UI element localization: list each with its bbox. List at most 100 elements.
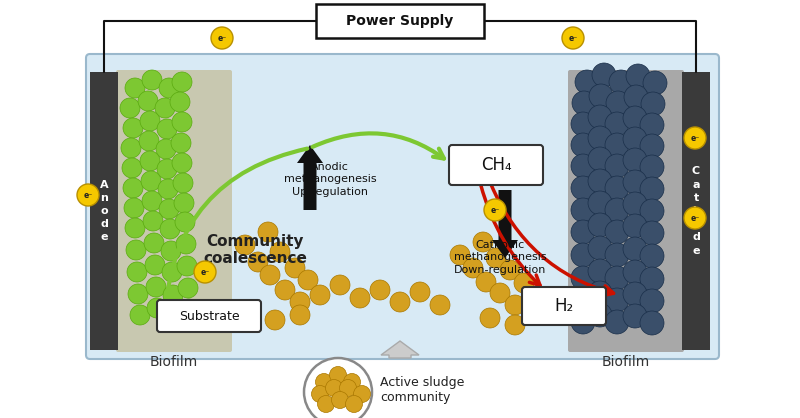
Circle shape [609, 70, 633, 94]
Circle shape [326, 380, 342, 397]
Circle shape [171, 133, 191, 153]
Circle shape [450, 245, 470, 265]
Circle shape [588, 303, 612, 327]
Circle shape [589, 84, 613, 108]
Circle shape [623, 237, 647, 261]
Circle shape [588, 281, 612, 305]
Circle shape [505, 315, 525, 335]
Circle shape [640, 221, 664, 245]
Circle shape [158, 179, 178, 199]
Circle shape [121, 138, 141, 158]
FancyBboxPatch shape [316, 4, 484, 38]
Bar [90, 72, 118, 350]
Circle shape [315, 374, 333, 390]
Circle shape [571, 288, 595, 312]
Text: Biofilm: Biofilm [150, 355, 198, 369]
Circle shape [354, 385, 370, 403]
Circle shape [172, 72, 192, 92]
FancyBboxPatch shape [568, 70, 684, 352]
Circle shape [623, 127, 647, 151]
Circle shape [179, 299, 199, 319]
Circle shape [643, 71, 667, 95]
Circle shape [172, 112, 192, 132]
Circle shape [473, 232, 493, 252]
Circle shape [172, 153, 192, 173]
Circle shape [684, 127, 706, 149]
Circle shape [330, 275, 350, 295]
Circle shape [641, 92, 665, 116]
Circle shape [275, 280, 295, 300]
Circle shape [311, 385, 329, 403]
Circle shape [270, 242, 290, 262]
Circle shape [120, 98, 140, 118]
Circle shape [162, 262, 182, 282]
Circle shape [514, 273, 534, 293]
Text: A
n
o
d
e: A n o d e [100, 180, 108, 242]
Circle shape [588, 191, 612, 215]
Circle shape [285, 258, 305, 278]
Circle shape [571, 133, 595, 157]
Circle shape [310, 285, 330, 305]
Circle shape [626, 64, 650, 88]
Circle shape [571, 176, 595, 200]
Circle shape [505, 295, 525, 315]
Circle shape [640, 113, 664, 137]
FancyArrow shape [492, 190, 518, 258]
Circle shape [160, 219, 180, 239]
Circle shape [125, 218, 145, 238]
Circle shape [123, 118, 143, 138]
Circle shape [571, 243, 595, 267]
Circle shape [605, 243, 629, 267]
Circle shape [144, 233, 164, 253]
Circle shape [77, 184, 99, 206]
Circle shape [260, 265, 280, 285]
Circle shape [330, 367, 346, 383]
Circle shape [640, 134, 664, 158]
Circle shape [623, 170, 647, 194]
Circle shape [623, 304, 647, 328]
Circle shape [140, 151, 160, 171]
Circle shape [490, 283, 510, 303]
Text: CH₄: CH₄ [481, 156, 511, 174]
FancyBboxPatch shape [86, 54, 719, 359]
Circle shape [138, 91, 158, 111]
Text: e⁻: e⁻ [690, 134, 700, 143]
Circle shape [258, 222, 278, 242]
Circle shape [605, 133, 629, 157]
Circle shape [161, 241, 181, 261]
FancyBboxPatch shape [449, 145, 543, 185]
Circle shape [339, 380, 357, 397]
Circle shape [176, 234, 196, 254]
Circle shape [146, 277, 166, 297]
Circle shape [640, 199, 664, 223]
Circle shape [640, 177, 664, 201]
Circle shape [248, 252, 268, 272]
Circle shape [157, 159, 177, 179]
Circle shape [623, 192, 647, 216]
Circle shape [623, 148, 647, 172]
Circle shape [123, 178, 143, 198]
Circle shape [298, 270, 318, 290]
Circle shape [170, 92, 190, 112]
FancyArrow shape [297, 145, 323, 210]
Circle shape [140, 111, 160, 131]
Circle shape [240, 300, 260, 320]
Circle shape [476, 272, 496, 292]
Circle shape [155, 98, 175, 118]
Circle shape [194, 261, 216, 283]
Circle shape [143, 211, 163, 231]
Circle shape [139, 131, 159, 151]
Circle shape [572, 91, 596, 115]
Circle shape [126, 240, 146, 260]
Circle shape [122, 158, 142, 178]
Circle shape [588, 213, 612, 237]
Circle shape [486, 248, 506, 268]
Circle shape [606, 91, 630, 115]
Circle shape [571, 154, 595, 178]
Text: Power Supply: Power Supply [346, 14, 454, 28]
Text: Cathodic
methanogenesis
Down-regulation: Cathodic methanogenesis Down-regulation [454, 240, 546, 275]
Text: H₂: H₂ [554, 297, 574, 315]
Text: e⁻: e⁻ [490, 206, 500, 215]
Circle shape [430, 295, 450, 315]
Text: e⁻: e⁻ [690, 214, 700, 223]
